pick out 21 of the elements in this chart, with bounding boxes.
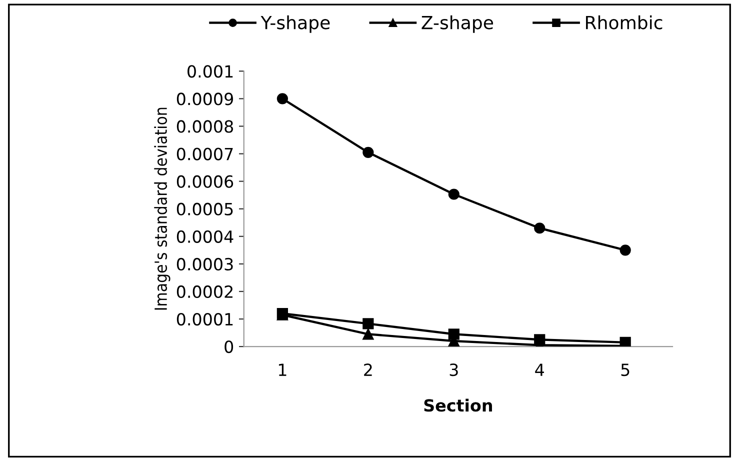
x-tick-label: 3	[450, 364, 458, 376]
y-tick-label: 0.0003	[176, 258, 233, 270]
x-axis-title: Section	[424, 398, 492, 412]
y-tick-label: 0.0006	[176, 175, 234, 188]
y-tick-label: 0.0004	[176, 230, 234, 243]
y-axis-title: Image's standard deviation	[154, 108, 170, 310]
x-tick-label: 4	[535, 364, 544, 376]
y-tick-label: 0.0007	[176, 148, 233, 160]
y-tick-label: 0.0001	[176, 312, 233, 326]
legend-label: Rhombic	[586, 15, 662, 30]
y-tick-label: 0.0009	[176, 92, 233, 106]
legend-label: Z-shape	[422, 15, 494, 33]
y-tick-label: 0.0005	[176, 202, 233, 216]
x-tick-label: 1	[278, 364, 286, 376]
y-tick-label: 0.001	[188, 65, 233, 78]
y-tick-label: 0.0008	[176, 120, 234, 133]
x-tick-label: 2	[364, 364, 372, 376]
x-tick-label: 5	[621, 364, 630, 376]
legend-label: Y-shape	[260, 15, 330, 33]
y-tick-label: 0.0002	[176, 285, 232, 298]
y-tick-label: 0	[224, 340, 234, 354]
